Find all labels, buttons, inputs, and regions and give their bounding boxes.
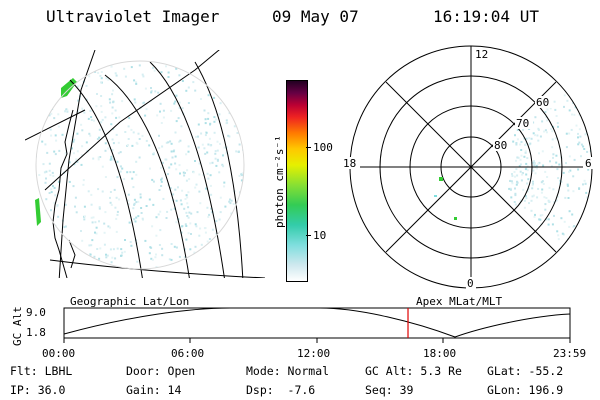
auroral-emission-patch [35,198,41,226]
x-tick-label-1800: 18:00 [423,347,457,360]
apex-label: Apex MLat/MLT [416,295,503,308]
dsp-info: Dsp: -7.6 [246,383,316,397]
mlt-label-0: 0 [467,277,474,290]
colorbar-tick [306,147,311,148]
x-tick-label-2359: 23:59 [553,347,587,360]
door-info: Door: Open [126,364,196,378]
date-label: 09 May 07 [272,7,359,26]
polar-mlt-plot: 12 18 6 0 60 70 80 [342,45,595,290]
colorbar-tick [306,235,311,236]
colorbar [286,80,308,282]
emission-spot [439,177,443,181]
coastline [52,109,76,278]
mode-info: Mode: Normal [246,364,330,378]
mlt-label-12: 12 [475,48,488,61]
lat-label-80: 80 [494,139,507,152]
gain-info: Gain: 14 [126,383,182,397]
colorbar-tick-label-100: 100 [313,141,333,154]
time-label: 16:19:04 UT [433,7,539,26]
x-tick-label-1200: 12:00 [297,347,331,360]
plot-frame [63,307,571,339]
mlt-label-18: 18 [343,157,356,170]
glon-info: GLon: 196.9 [487,383,564,397]
x-tick-label-0600: 06:00 [171,347,205,360]
seq-info: Seq: 39 [365,383,414,397]
lat-label-60: 60 [536,96,549,109]
altitude-time-plot [63,307,571,343]
mlt-label-6: 6 [585,157,592,170]
ip-info: IP: 36.0 [10,383,66,397]
altitude-curve [63,307,571,338]
lat-label-70: 70 [516,117,529,130]
time-ticks [63,338,571,343]
geographic-label: Geographic Lat/Lon [70,295,190,308]
x-tick-label-0000: 00:00 [42,347,76,360]
filter-info: Flt: LBHL [10,364,73,378]
polar-grid [349,45,593,289]
geographic-uv-image [25,50,265,278]
colorbar-units-label: photon cm⁻²s⁻¹ [273,135,286,228]
glat-info: GLat: -55.2 [487,364,564,378]
y-tick-label-9: 9.0 [26,306,46,319]
instrument-title: Ultraviolet Imager [46,7,220,26]
gc-alt-info: GC Alt: 5.3 Re [365,364,462,378]
emission-spot [454,217,457,220]
colorbar-tick-label-10: 10 [313,229,327,242]
emission-spot [434,195,437,197]
y-tick-label-1-8: 1.8 [26,326,46,339]
